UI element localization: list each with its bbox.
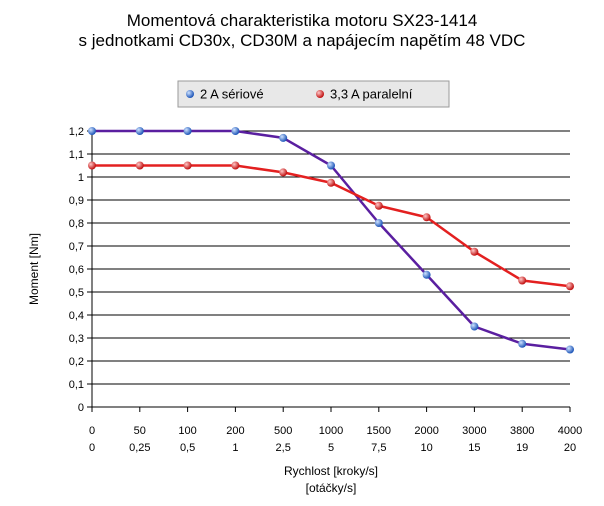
series-markers bbox=[88, 127, 574, 354]
axes: 00,10,20,30,40,50,60,70,80,911,11,200500… bbox=[69, 126, 583, 454]
x-tick-label-secondary: 7,5 bbox=[371, 442, 386, 454]
data-point bbox=[88, 161, 96, 170]
x-tick-label-secondary: 10 bbox=[420, 442, 432, 454]
data-point bbox=[518, 339, 527, 348]
y-tick-label: 0,9 bbox=[69, 195, 84, 207]
data-point bbox=[327, 178, 335, 187]
y-tick-label: 1,1 bbox=[69, 149, 84, 161]
y-tick-label: 0,4 bbox=[69, 310, 84, 322]
data-point bbox=[374, 219, 383, 227]
y-tick-label: 0,6 bbox=[69, 264, 84, 276]
x-tick-label-secondary: 19 bbox=[516, 442, 528, 454]
y-tick-label: 0,3 bbox=[69, 333, 84, 345]
x-tick-label: 100 bbox=[178, 425, 196, 437]
data-point bbox=[518, 276, 527, 285]
x-tick-label: 200 bbox=[226, 425, 244, 437]
legend-marker bbox=[186, 90, 194, 98]
x-tick-label-secondary: 1 bbox=[232, 442, 238, 454]
x-axis-label: Rychlost [kroky/s] bbox=[284, 464, 378, 478]
data-point bbox=[470, 247, 479, 256]
data-point bbox=[88, 127, 96, 135]
data-point bbox=[231, 127, 240, 135]
chart-title: Momentová charakteristika motoru SX23-14… bbox=[126, 11, 478, 30]
y-tick-label: 1,2 bbox=[69, 126, 84, 138]
data-point bbox=[422, 270, 431, 279]
x-tick-label: 0 bbox=[89, 425, 95, 437]
y-tick-label: 1 bbox=[78, 172, 84, 184]
data-point bbox=[183, 127, 192, 135]
legend-box bbox=[177, 80, 450, 108]
x-tick-label: 4000 bbox=[558, 425, 582, 437]
data-point bbox=[327, 161, 335, 170]
data-point bbox=[279, 168, 288, 177]
data-point bbox=[135, 161, 144, 170]
y-tick-label: 0,8 bbox=[69, 218, 84, 230]
x-tick-label-secondary: 0,5 bbox=[180, 442, 195, 454]
legend-label: 3,3 A paralelní bbox=[330, 87, 413, 102]
x-tick-label: 2000 bbox=[414, 425, 438, 437]
data-point bbox=[374, 201, 383, 210]
data-point bbox=[422, 213, 431, 222]
y-tick-label: 0,5 bbox=[69, 287, 84, 299]
y-axis-label: Moment [Nm] bbox=[27, 233, 41, 305]
chart-subtitle: s jednotkami CD30x, CD30M a napájecím na… bbox=[78, 31, 526, 50]
y-tick-label: 0,2 bbox=[69, 356, 84, 368]
x-tick-label-secondary: 20 bbox=[564, 442, 576, 454]
x-tick-label: 3800 bbox=[510, 425, 534, 437]
x-tick-label: 1500 bbox=[367, 425, 391, 437]
data-point bbox=[566, 345, 574, 354]
x-tick-label-secondary: 5 bbox=[328, 442, 334, 454]
y-tick-label: 0,1 bbox=[69, 379, 84, 391]
data-point bbox=[566, 282, 574, 291]
legend: 2 A sériové 3,3 A paralelní bbox=[186, 87, 413, 102]
y-tick-label: 0,7 bbox=[69, 241, 84, 253]
x-tick-label: 1000 bbox=[319, 425, 343, 437]
x-tick-label-secondary: 0 bbox=[89, 442, 95, 454]
x-tick-label: 3000 bbox=[462, 425, 486, 437]
data-point bbox=[470, 322, 479, 331]
data-point bbox=[279, 133, 288, 142]
x-tick-label-secondary: 0,25 bbox=[129, 442, 150, 454]
data-point bbox=[231, 161, 240, 170]
grid bbox=[92, 130, 570, 385]
x-tick-label: 50 bbox=[134, 425, 146, 437]
y-tick-label: 0 bbox=[78, 402, 84, 414]
legend-marker bbox=[316, 90, 324, 98]
x-tick-label: 500 bbox=[274, 425, 292, 437]
data-point bbox=[183, 161, 192, 170]
x-tick-label-secondary: 2,5 bbox=[276, 442, 291, 454]
x-tick-label-secondary: 15 bbox=[468, 442, 480, 454]
data-point bbox=[135, 127, 144, 135]
x-axis-label-secondary: [otáčky/s] bbox=[306, 481, 357, 495]
axis-labels: Rychlost [kroky/s] [otáčky/s] Moment [Nm… bbox=[27, 233, 378, 495]
legend-label: 2 A sériové bbox=[200, 87, 264, 102]
